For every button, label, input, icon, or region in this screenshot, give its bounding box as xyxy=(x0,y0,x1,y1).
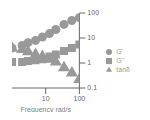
html-text:tanδ: tanδ xyxy=(116,65,130,73)
svg-text:0.1: 0.1 xyxy=(87,84,97,91)
svg-text:10: 10 xyxy=(42,95,50,102)
html-text:G': G' xyxy=(116,47,124,55)
svg-text:1: 1 xyxy=(87,59,91,66)
svg-text:100: 100 xyxy=(87,9,99,16)
svg-text:100: 100 xyxy=(74,95,86,102)
svg-text:10: 10 xyxy=(87,34,95,41)
html-text:G'': G'' xyxy=(116,56,125,64)
svg-text:Frequency rad/s: Frequency rad/s xyxy=(20,106,71,112)
